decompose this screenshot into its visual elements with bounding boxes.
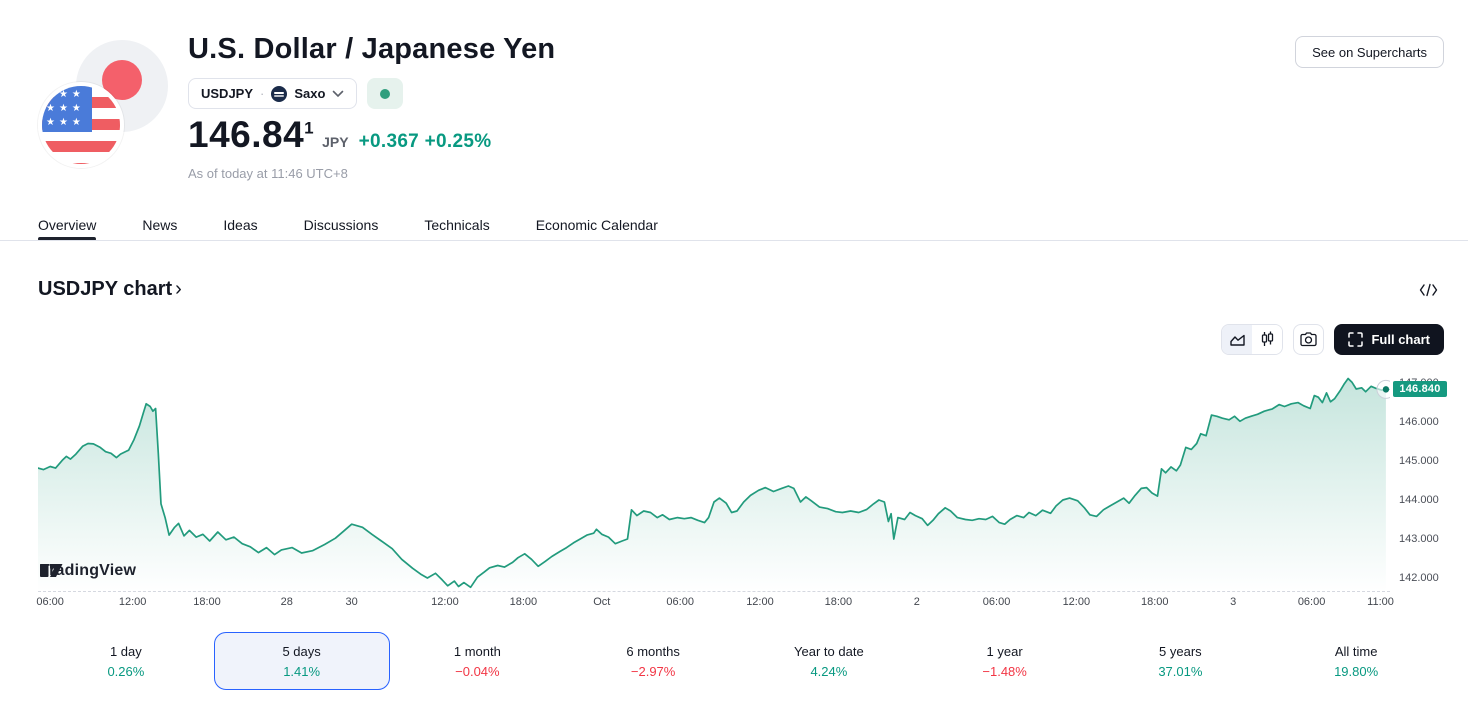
camera-icon xyxy=(1300,331,1318,346)
x-axis-label: 12:00 xyxy=(1062,596,1091,608)
area-fill xyxy=(38,378,1386,592)
range-button-all-time[interactable]: All time 19.80% xyxy=(1334,643,1379,679)
x-axis-label: 30 xyxy=(345,596,358,608)
see-on-supercharts-button[interactable]: See on Supercharts xyxy=(1295,36,1444,68)
x-axis-label: 18:00 xyxy=(824,596,853,608)
x-axis-label: 11:00 xyxy=(1367,596,1394,608)
symbol-ticker: USDJPY xyxy=(201,86,254,101)
area-chart-style-button[interactable] xyxy=(1222,324,1253,354)
range-button-5-days[interactable]: 5 days 1.41% xyxy=(213,632,390,690)
tradingview-logo-icon xyxy=(40,564,63,577)
tab-overview[interactable]: Overview xyxy=(38,209,97,241)
x-axis-label: 12:00 xyxy=(746,596,774,608)
x-axis-label: 12:00 xyxy=(431,596,459,608)
y-axis-label: 144.000 xyxy=(1399,494,1439,506)
tab-news[interactable]: News xyxy=(142,216,178,233)
page-title: U.S. Dollar / Japanese Yen xyxy=(188,33,556,65)
x-axis-label: 18:00 xyxy=(193,596,221,608)
range-button-year-to-date[interactable]: Year to date 4.24% xyxy=(794,643,864,679)
market-open-dot-icon xyxy=(380,88,391,99)
exchange-logo-icon xyxy=(271,85,288,102)
x-axis-label: 18:00 xyxy=(1140,596,1169,608)
market-status-indicator[interactable] xyxy=(367,78,404,109)
tab-economic-calendar[interactable]: Economic Calendar xyxy=(535,216,658,233)
price-fraction-superscript: 1 xyxy=(304,118,315,138)
us-flag-icon: ★★★ ★★★ ★★★ xyxy=(38,82,124,168)
x-axis-label: 06:00 xyxy=(36,596,64,608)
chart-section-link[interactable]: USDJPY chart › xyxy=(38,278,182,300)
x-axis-label: 28 xyxy=(280,596,293,608)
x-axis-label: Oct xyxy=(593,596,611,608)
tab-ideas[interactable]: Ideas xyxy=(223,216,258,233)
chart-style-switcher xyxy=(1221,323,1284,355)
full-chart-button[interactable]: Full chart xyxy=(1334,323,1444,355)
symbol-switcher-button[interactable]: USDJPY · Saxo xyxy=(188,78,358,109)
section-tabs: Overview News Ideas Discussions Technica… xyxy=(38,209,658,241)
y-axis-label: 145.000 xyxy=(1399,455,1439,468)
as-of-timestamp: As of today at 11:46 UTC+8 xyxy=(188,166,348,181)
y-axis-label: 142.000 xyxy=(1399,572,1439,584)
area-chart xyxy=(38,377,1390,592)
candles-icon xyxy=(1261,331,1274,346)
snapshot-button[interactable] xyxy=(1293,323,1325,355)
y-axis-label: 146.000 xyxy=(1399,416,1439,429)
tabs-divider xyxy=(0,240,1468,241)
tradingview-watermark[interactable]: TradingView xyxy=(40,562,137,579)
range-button-6-months[interactable]: 6 months −2.97% xyxy=(626,643,680,679)
x-axis-label: 06:00 xyxy=(982,596,1011,608)
last-point-dot-icon xyxy=(1382,386,1390,393)
price-row: 146.841 JPY +0.367 +0.25% xyxy=(188,114,491,156)
currency-pair-flags-icon: ★★★ ★★★ ★★★ xyxy=(38,40,168,170)
range-button-1-day[interactable]: 1 day 0.26% xyxy=(107,643,145,679)
chevron-down-icon xyxy=(333,90,344,97)
x-axis-label: 18:00 xyxy=(509,596,538,608)
symbol-row: USDJPY · Saxo xyxy=(188,78,404,109)
x-axis-label: 2 xyxy=(913,596,920,608)
last-price: 146.841 xyxy=(188,114,315,155)
chevron-right-icon: › xyxy=(175,278,182,300)
range-button-1-year[interactable]: 1 year −1.48% xyxy=(982,643,1027,679)
exchange-name: Saxo xyxy=(294,86,326,101)
time-axis[interactable]: 06:00 12:00 18:00 28 30 12:00 18:00 Oct 06:00 12:… xyxy=(36,596,1394,612)
embed-code-icon[interactable] xyxy=(1419,283,1438,302)
tab-technicals[interactable]: Technicals xyxy=(424,216,490,233)
price-axis[interactable]: 147.000146.000145.000144.000143.000142.0… xyxy=(1390,366,1468,592)
range-button-5-years[interactable]: 5 years 37.01% xyxy=(1158,643,1203,679)
chart-toolbar: Full chart xyxy=(1221,323,1444,355)
y-axis-label: 143.000 xyxy=(1399,533,1439,545)
date-range-selector: 1 day 0.26% 5 days 1.41% 1 month −0.04% … xyxy=(38,632,1444,690)
x-axis-label: 06:00 xyxy=(666,596,694,608)
area-chart-icon xyxy=(1230,334,1245,346)
x-axis-label: 12:00 xyxy=(118,596,147,608)
price-line xyxy=(38,377,1387,589)
price-change: +0.367 +0.25% xyxy=(358,131,492,152)
price-chart-plot[interactable]: TradingView xyxy=(38,366,1390,592)
us-flag-canton: ★★★ ★★★ ★★★ xyxy=(42,86,92,132)
price-currency: JPY xyxy=(322,134,349,150)
last-price-tag: 146.840 xyxy=(1393,381,1447,398)
candles-chart-style-button[interactable] xyxy=(1252,324,1283,354)
x-axis-label: 3 xyxy=(1230,596,1237,608)
range-button-1-month[interactable]: 1 month −0.04% xyxy=(453,643,501,679)
separator: · xyxy=(260,86,265,101)
x-axis-label: 06:00 xyxy=(1297,596,1326,608)
fullscreen-icon xyxy=(1348,331,1364,347)
tab-discussions[interactable]: Discussions xyxy=(303,216,379,233)
